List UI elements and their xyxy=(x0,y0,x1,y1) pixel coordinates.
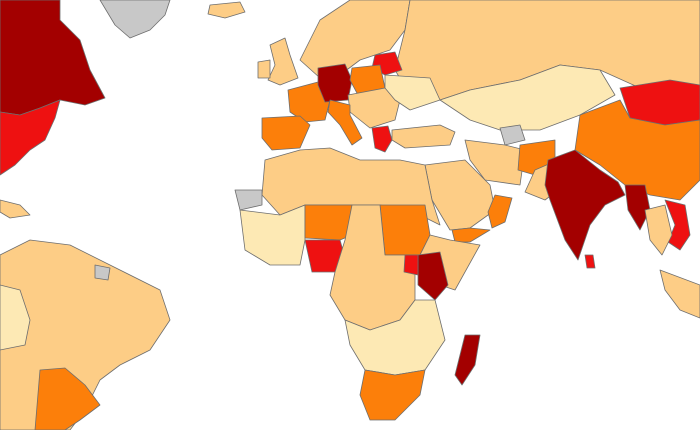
germany xyxy=(317,63,353,103)
madagascar xyxy=(454,334,481,386)
greenland xyxy=(99,0,171,39)
niger xyxy=(304,204,353,241)
italy xyxy=(327,99,363,146)
caucasus xyxy=(499,124,526,146)
saudi-arabia xyxy=(424,159,496,231)
southeast-asia xyxy=(644,204,673,256)
south-africa xyxy=(359,369,426,421)
spain xyxy=(261,115,311,151)
sudan xyxy=(379,204,431,256)
china xyxy=(574,99,700,201)
india xyxy=(544,149,626,261)
sri-lanka xyxy=(584,254,596,269)
west-africa xyxy=(239,204,306,266)
turkey xyxy=(391,124,456,149)
ireland xyxy=(257,59,271,79)
caribbean xyxy=(0,199,31,219)
iran xyxy=(464,139,526,186)
ukraine xyxy=(384,74,441,111)
uk xyxy=(267,37,299,86)
central-asia xyxy=(439,64,616,131)
uganda xyxy=(403,254,419,276)
greece xyxy=(371,125,393,153)
iceland xyxy=(207,1,246,19)
usa xyxy=(0,99,61,176)
argentina xyxy=(34,367,101,430)
vietnam xyxy=(664,199,691,251)
southern-africa xyxy=(344,299,446,376)
myanmar xyxy=(624,184,651,231)
peru xyxy=(0,284,31,351)
indonesia xyxy=(659,269,700,319)
guiana xyxy=(94,264,111,281)
central-africa xyxy=(329,204,416,331)
oman xyxy=(487,194,513,229)
yemen xyxy=(451,227,491,243)
kenya xyxy=(417,251,449,301)
western-sahara xyxy=(234,189,263,211)
